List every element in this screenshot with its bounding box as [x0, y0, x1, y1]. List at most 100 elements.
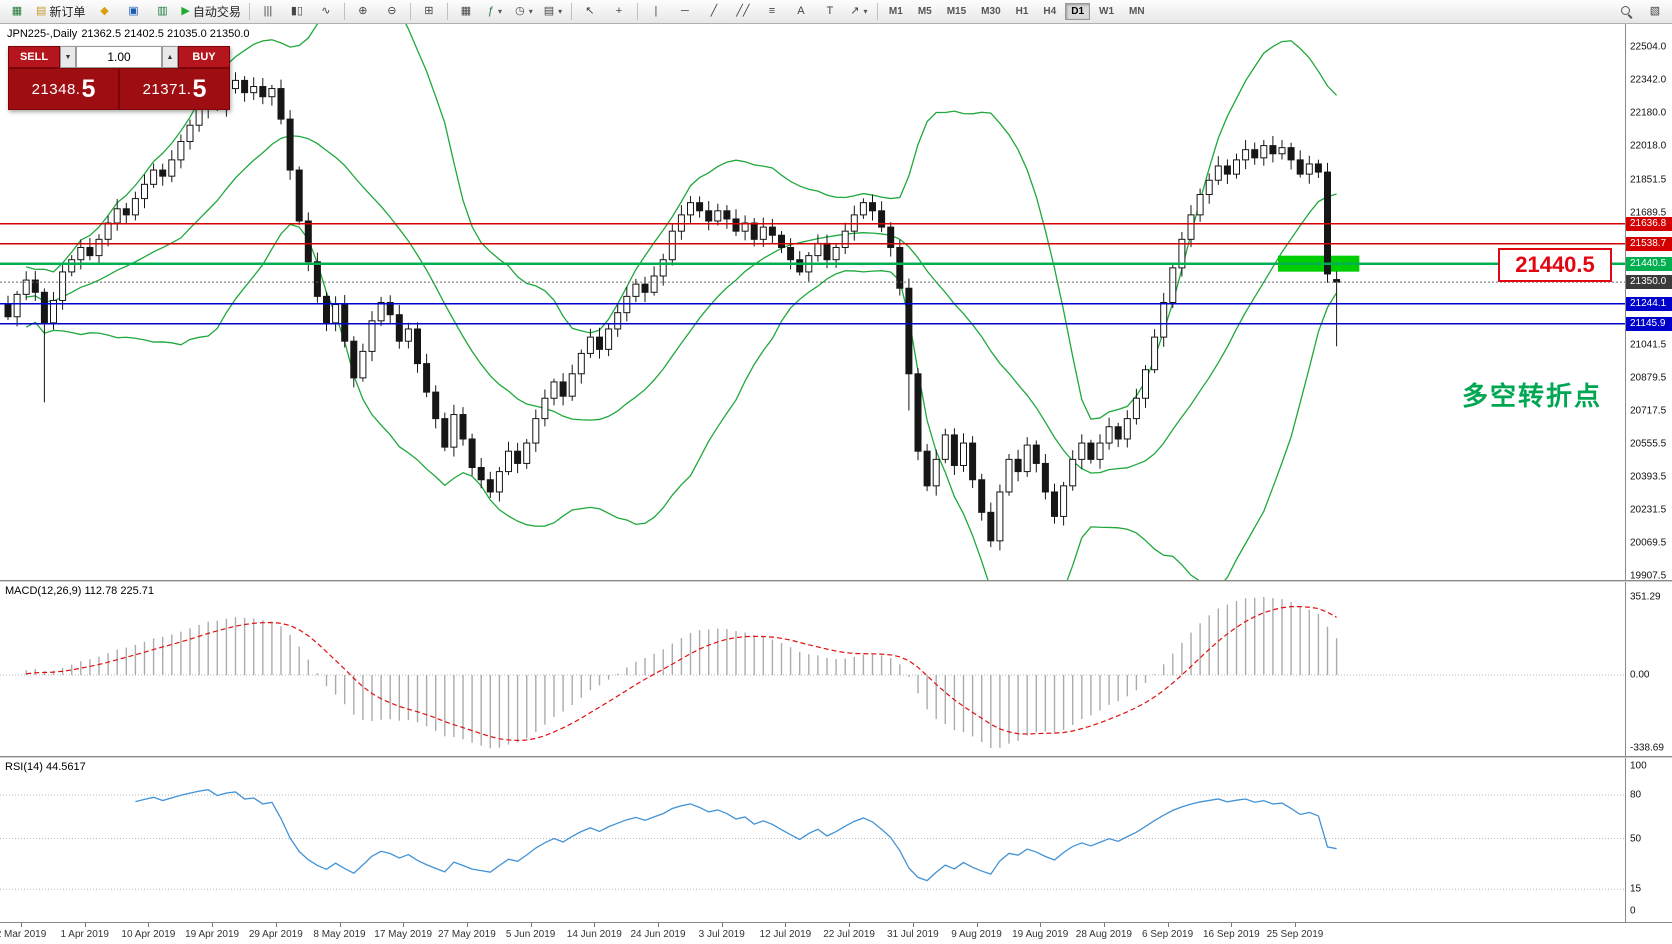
- zoom-in-icon[interactable]: ⊕: [358, 5, 368, 17]
- rsi-axis-label: 80: [1630, 789, 1642, 801]
- date-tick: [1103, 923, 1105, 927]
- price-tick: 20231.5: [1630, 504, 1667, 516]
- timeframe-button-m1[interactable]: M1: [888, 6, 903, 17]
- sell-price-pip: 5: [81, 74, 96, 103]
- horizontal-lines: [0, 222, 1625, 325]
- bollinger-bands: [25, 24, 1338, 580]
- chart-annotation-text[interactable]: 多空转折点: [1462, 381, 1603, 411]
- bar-chart-icon[interactable]: |||: [263, 5, 273, 17]
- timeframe-button-m5[interactable]: M5: [917, 6, 932, 17]
- tile-windows-icon[interactable]: ⊞: [424, 5, 434, 17]
- price-axis[interactable]: 22504.0 22342.0 22180.0 22018.0 21851.5 21689…: [1625, 24, 1672, 580]
- timeframe-button-mn[interactable]: MN: [1129, 6, 1145, 17]
- buy-button[interactable]: BUY: [178, 46, 230, 68]
- time-axis[interactable]: 2 Mar 2019 1 Apr 2019 10 Apr 2019 19 Apr 20…: [0, 922, 1672, 944]
- date-tick: [530, 923, 532, 927]
- date-label: 8 May 2019: [313, 929, 366, 940]
- date-tick: [849, 923, 851, 927]
- price-chart-panel[interactable]: 22504.0 22342.0 22180.0 22018.0 21851.5 21689…: [0, 24, 1672, 580]
- panel-divider[interactable]: [0, 756, 1672, 758]
- price-tick: 22342.0: [1630, 74, 1667, 86]
- candlestick-chart-icon[interactable]: ▮▯: [290, 5, 303, 17]
- line-chart-icon[interactable]: ∿: [321, 5, 331, 17]
- text-icon[interactable]: A: [797, 5, 805, 17]
- date-tick: [912, 923, 914, 927]
- horizontal-line-icon[interactable]: ─: [681, 5, 689, 17]
- search-icon[interactable]: [1612, 1, 1640, 23]
- date-tick: [976, 923, 978, 927]
- current-price-tag: 21350.0: [1626, 275, 1672, 290]
- date-label: 22 Jul 2019: [823, 929, 875, 940]
- date-tick: [21, 923, 22, 927]
- timeframe-button-h1[interactable]: H1: [1015, 6, 1029, 17]
- date-tick: [466, 923, 468, 927]
- date-tick: [84, 923, 86, 927]
- arrow-tool-icon[interactable]: ↗ ▾: [850, 5, 868, 17]
- trendline-icon[interactable]: ╱: [710, 5, 718, 17]
- macd-panel[interactable]: 351.29 0.00 -338.69 MACD(12,26,9) 112.78 2…: [0, 582, 1672, 756]
- hline-price-tag: 21636.8: [1626, 216, 1672, 231]
- date-tick: [212, 923, 214, 927]
- main-toolbar: ▦ ▤ 新订单 ◆ ▣ ▥ ▶ 自动交易 ||| ▮▯ ∿ ⊕ ⊖ ⊞ ▦ ƒ ▾ ◷ ▾ ▤ ▾ ↖ + | ─ ╱ ╱╱ ≡ A T ↗…: [0, 0, 1672, 24]
- auto-arrange-icon[interactable]: ▦: [460, 5, 472, 17]
- date-label: 1 Apr 2019: [60, 929, 109, 940]
- price-tick: 21689.5: [1630, 207, 1667, 219]
- date-label: 29 Apr 2019: [248, 929, 303, 940]
- cursor-icon[interactable]: ↖: [585, 5, 595, 17]
- timeframe-button-h4[interactable]: H4: [1043, 6, 1057, 17]
- volume-up-button[interactable]: ▲: [162, 46, 178, 68]
- volume-input[interactable]: 1.00: [76, 46, 162, 68]
- rsi-panel[interactable]: 100 80 50 15 0 RSI(14) 44.5617: [0, 758, 1672, 922]
- price-chart-canvas[interactable]: [0, 24, 1625, 580]
- one-click-trading-widget: SELL ▼ 1.00 ▲ BUY 21348. 5 21371. 5: [8, 46, 230, 110]
- navigator-icon[interactable]: ▥: [157, 5, 168, 17]
- date-label: 14 Jun 2019: [566, 929, 622, 940]
- market-watch-icon[interactable]: ▣: [128, 5, 139, 17]
- macd-axis[interactable]: 351.29 0.00 -338.69: [1625, 582, 1672, 756]
- toolbar-separator: [876, 3, 878, 20]
- new-order-button[interactable]: ▤ 新订单: [36, 5, 86, 19]
- panel-divider[interactable]: [0, 580, 1672, 582]
- timeframe-button-w1[interactable]: W1: [1099, 6, 1115, 17]
- vertical-line-icon[interactable]: |: [654, 5, 658, 17]
- date-label: 19 Apr 2019: [185, 929, 240, 940]
- hline-price-tag: 21145.9: [1626, 316, 1672, 331]
- zoom-out-icon[interactable]: ⊖: [387, 5, 397, 17]
- date-label: 28 Aug 2019: [1075, 929, 1132, 940]
- timeframe-button-m15[interactable]: M15: [946, 6, 967, 17]
- buy-price-button[interactable]: 21371. 5: [119, 68, 230, 110]
- label-icon[interactable]: T: [826, 5, 834, 17]
- rsi-line: [135, 789, 1337, 882]
- crosshair-icon[interactable]: +: [615, 5, 623, 17]
- date-label: 9 Aug 2019: [951, 929, 1002, 940]
- timeframe-button-m30[interactable]: M30: [981, 6, 1001, 17]
- price-tick: 22180.0: [1630, 107, 1667, 119]
- date-label: 12 Jul 2019: [759, 929, 812, 940]
- channel-icon[interactable]: ╱╱: [736, 5, 750, 17]
- templates-icon[interactable]: ▤ ▾: [543, 5, 563, 17]
- fibonacci-icon[interactable]: ≡: [768, 5, 776, 17]
- volume-down-button[interactable]: ▼: [60, 46, 76, 68]
- indicators-icon[interactable]: ƒ ▾: [487, 5, 502, 17]
- toolbar-separator: [343, 3, 345, 20]
- auto-trading-button[interactable]: ▶ 自动交易: [181, 5, 241, 19]
- date-tick: [1167, 923, 1169, 927]
- charts-menu-icon[interactable]: ◆: [100, 5, 109, 17]
- periods-icon[interactable]: ◷ ▾: [515, 5, 533, 17]
- price-tick: 22504.0: [1630, 41, 1667, 53]
- sell-price-button[interactable]: 21348. 5: [8, 68, 119, 110]
- timeframe-button-d1[interactable]: D1: [1065, 3, 1091, 20]
- price-callout-label[interactable]: 21440.5: [1498, 248, 1612, 282]
- sell-button[interactable]: SELL: [8, 46, 60, 68]
- ohlc-values: 21362.5 21402.5 21035.0 21350.0: [81, 28, 250, 40]
- price-tick: 20069.5: [1630, 537, 1667, 549]
- date-tick: [721, 923, 723, 927]
- macd-canvas[interactable]: [0, 582, 1625, 756]
- price-tick: 21851.5: [1630, 174, 1667, 186]
- date-label: 27 May 2019: [437, 929, 496, 940]
- macd-axis-label: -338.69: [1630, 742, 1664, 754]
- rsi-axis[interactable]: 100 80 50 15 0: [1625, 758, 1672, 922]
- quick-chart-icon[interactable]: ▧: [1649, 5, 1661, 17]
- rsi-canvas[interactable]: [0, 758, 1625, 922]
